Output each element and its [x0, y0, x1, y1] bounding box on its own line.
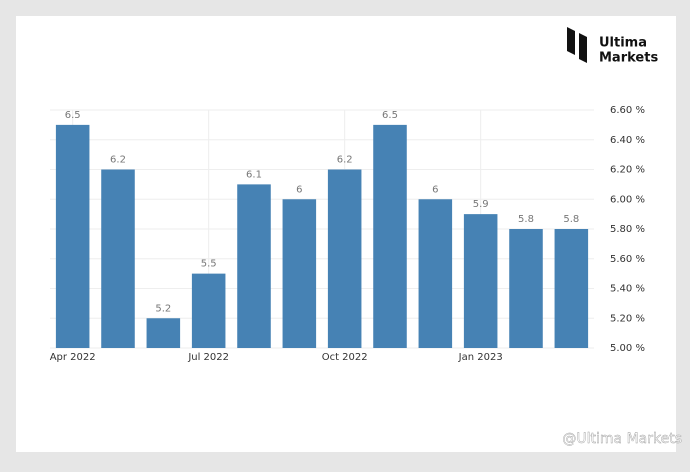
value-label: 6.1 [246, 169, 262, 180]
value-label: 5.9 [473, 199, 489, 210]
value-label: 6.5 [65, 110, 81, 121]
logo: Ultima Markets [567, 27, 658, 66]
bar [191, 273, 226, 348]
bar [418, 199, 453, 348]
value-label: 5.8 [563, 214, 579, 225]
y-tick-label: 5.20 % [610, 313, 645, 324]
logo-line1: Ultima [599, 36, 647, 51]
bar [509, 229, 543, 348]
value-label: 5.5 [201, 259, 217, 270]
watermark: @Ultima Markets [562, 431, 682, 447]
value-label: 6.2 [337, 155, 353, 166]
y-tick-label: 6.40 % [610, 135, 645, 146]
y-tick-label: 6.00 % [610, 194, 645, 205]
y-tick-label: 6.20 % [610, 165, 645, 176]
y-tick-label: 6.60 % [610, 105, 645, 116]
bar [55, 124, 90, 348]
y-tick-label: 5.40 % [610, 284, 645, 295]
bar [101, 169, 135, 348]
y-tick-label: 5.00 % [610, 343, 645, 354]
x-tick-label: Apr 2022 [50, 352, 96, 363]
y-tick-label: 5.80 % [610, 224, 645, 235]
bar [373, 124, 407, 348]
y-tick-label: 5.60 % [610, 254, 645, 265]
x-tick-label: Oct 2022 [322, 352, 368, 363]
bar [237, 184, 271, 348]
value-label: 6.5 [382, 110, 398, 121]
bar [282, 199, 317, 348]
bar [327, 169, 362, 348]
value-label: 6.2 [110, 155, 126, 166]
x-tick-label: Jul 2022 [187, 352, 229, 363]
bar [463, 214, 498, 348]
logo-line2: Markets [599, 51, 658, 66]
bar [146, 318, 181, 348]
value-label: 5.8 [518, 214, 534, 225]
bar [554, 229, 589, 348]
x-tick-label: Jan 2023 [458, 352, 503, 363]
value-label: 5.2 [155, 303, 171, 314]
value-label: 6 [432, 184, 438, 195]
value-label: 6 [296, 184, 302, 195]
